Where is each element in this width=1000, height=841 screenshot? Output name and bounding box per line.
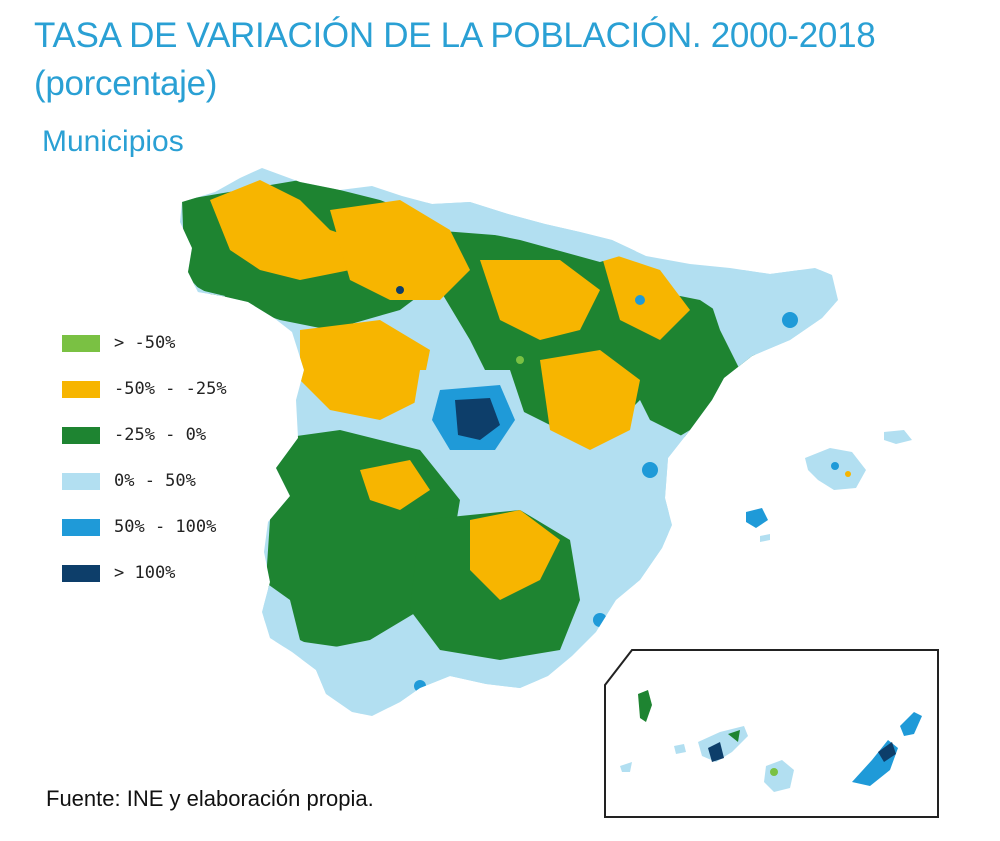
legend-swatch — [62, 426, 100, 444]
legend-label: 0% - 50% — [114, 471, 196, 491]
region-darkblue-valladolid — [396, 286, 404, 294]
legend-item: -50% - -25% — [62, 366, 282, 412]
map-legend: > -50% -50% - -25% -25% - 0% 0% - 50% 50… — [62, 320, 282, 596]
region-orange-center-north — [480, 260, 600, 340]
legend-label: -50% - -25% — [114, 379, 227, 399]
region-orange-castile — [300, 320, 430, 420]
ibiza-island — [746, 508, 768, 528]
legend-swatch — [62, 518, 100, 536]
legend-item: > -50% — [62, 320, 282, 366]
region-orange-south — [470, 510, 560, 600]
formentera-island — [760, 534, 770, 542]
legend-swatch — [62, 564, 100, 582]
region-orange-east — [540, 350, 640, 450]
el-hierro-island — [620, 762, 632, 772]
region-orange-extremadura — [360, 460, 430, 510]
legend-item: 50% - 100% — [62, 504, 282, 550]
canary-islands-inset — [604, 649, 939, 818]
map-title-line2: (porcentaje) — [34, 64, 218, 103]
region-lightgreen-patch — [516, 356, 524, 364]
region-lightblue-andalusia — [290, 640, 540, 714]
region-midblue-zaragoza — [635, 295, 645, 305]
legend-label: -25% - 0% — [114, 425, 207, 445]
municipality-color-regions — [182, 180, 835, 714]
legend-label: > 100% — [114, 563, 176, 583]
map-subtitle: Municipios — [42, 125, 184, 158]
lanzarote-island — [900, 712, 922, 736]
region-lightblue-southwest — [262, 580, 300, 650]
region-orange-north — [330, 200, 470, 300]
region-midblue-murcia — [593, 613, 607, 627]
region-lightblue-levante — [580, 430, 690, 610]
legend-item: -25% - 0% — [62, 412, 282, 458]
inset-frame — [604, 649, 939, 818]
region-lightblue-north-coast — [420, 196, 640, 262]
map-title: TASA DE VARIACIÓN DE LA POBLACIÓN. 2000-… — [34, 12, 934, 108]
legend-swatch — [62, 334, 100, 352]
region-midblue-catalonia — [782, 312, 798, 328]
region-orange-northwest — [210, 180, 360, 280]
legend-item: > 100% — [62, 550, 282, 596]
balearic-islands — [746, 430, 912, 542]
region-midblue-valencia — [642, 462, 658, 478]
map-title-line1: TASA DE VARIACIÓN DE LA POBLACIÓN. 2000-… — [34, 16, 876, 55]
region-orange-aragon — [600, 250, 690, 340]
legend-swatch — [62, 380, 100, 398]
la-palma-island — [638, 690, 652, 722]
region-darkblue-madrid — [455, 398, 500, 440]
gran-canaria-island — [764, 760, 794, 792]
legend-item: 0% - 50% — [62, 458, 282, 504]
legend-label: 50% - 100% — [114, 517, 217, 537]
legend-swatch — [62, 472, 100, 490]
region-midblue-malaga — [414, 680, 426, 692]
legend-label: > -50% — [114, 333, 176, 353]
region-lightblue-catalonia — [700, 270, 835, 370]
menorca-island — [884, 430, 912, 444]
source-note: Fuente: INE y elaboración propia. — [46, 786, 374, 811]
la-gomera-island — [674, 744, 686, 754]
